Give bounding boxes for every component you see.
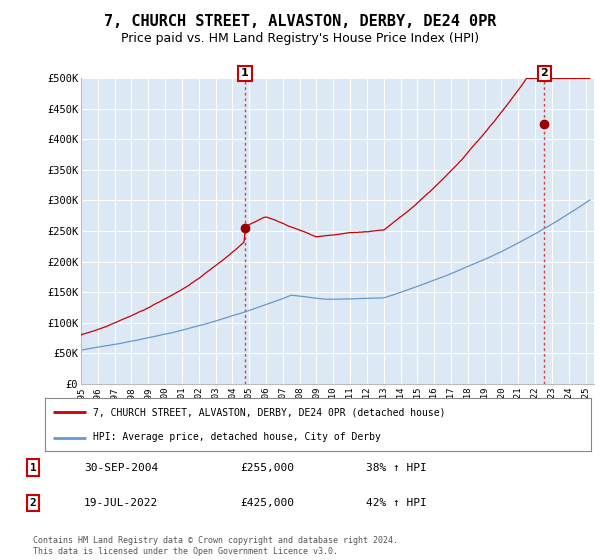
Text: 30-SEP-2004: 30-SEP-2004 <box>84 463 158 473</box>
Text: 2: 2 <box>29 498 37 508</box>
Text: 2: 2 <box>541 68 548 78</box>
Text: HPI: Average price, detached house, City of Derby: HPI: Average price, detached house, City… <box>93 432 381 442</box>
Text: 1: 1 <box>29 463 37 473</box>
Text: 42% ↑ HPI: 42% ↑ HPI <box>366 498 427 508</box>
Text: 19-JUL-2022: 19-JUL-2022 <box>84 498 158 508</box>
Text: 7, CHURCH STREET, ALVASTON, DERBY, DE24 0PR (detached house): 7, CHURCH STREET, ALVASTON, DERBY, DE24 … <box>93 408 446 418</box>
Text: Contains HM Land Registry data © Crown copyright and database right 2024.
This d: Contains HM Land Registry data © Crown c… <box>33 536 398 556</box>
Text: £425,000: £425,000 <box>240 498 294 508</box>
Text: 38% ↑ HPI: 38% ↑ HPI <box>366 463 427 473</box>
Text: 1: 1 <box>241 68 249 78</box>
Text: £255,000: £255,000 <box>240 463 294 473</box>
Text: Price paid vs. HM Land Registry's House Price Index (HPI): Price paid vs. HM Land Registry's House … <box>121 32 479 45</box>
Text: 7, CHURCH STREET, ALVASTON, DERBY, DE24 0PR: 7, CHURCH STREET, ALVASTON, DERBY, DE24 … <box>104 14 496 29</box>
